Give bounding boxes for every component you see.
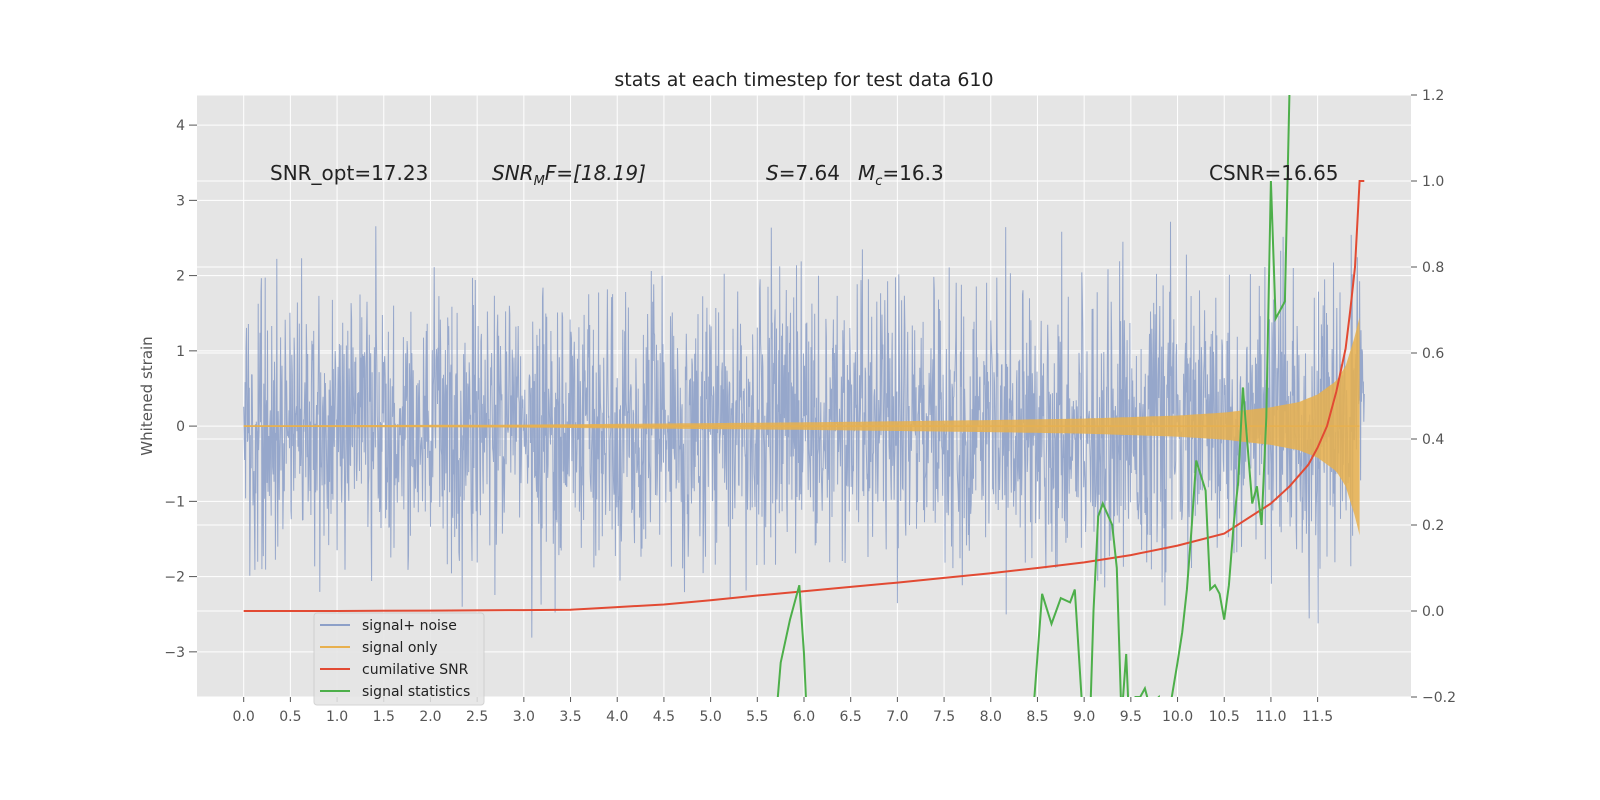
- s-rest: =7.64: [779, 161, 840, 185]
- y-right-tick-label-0: −0.2: [1422, 690, 1456, 706]
- legend: signal+ noise signal only cumilative SNR…: [313, 612, 485, 706]
- x-tick-label-9: 4.5: [653, 709, 675, 725]
- signal-noise-line: [243, 221, 1365, 638]
- x-tick-label-3: 1.5: [373, 709, 395, 725]
- plot-area: [243, 95, 1365, 697]
- x-tick-label-16: 8.0: [980, 709, 1002, 725]
- mc-rest: =16.3: [882, 161, 943, 185]
- x-tick-label-1: 0.5: [279, 709, 301, 725]
- y-axis-right: −0.2 0.0 0.2 0.4 0.6 0.8 1.0 1.2: [1411, 88, 1456, 706]
- x-tick-label-2: 1.0: [326, 709, 348, 725]
- annotation-snr-mf: SNRMF=[18.19]: [492, 161, 646, 189]
- y-right-tick-label-5: 0.8: [1422, 260, 1444, 276]
- y-axis-label: Whitened strain: [138, 336, 156, 455]
- x-tick-label-18: 9.0: [1073, 709, 1095, 725]
- y-axis-left: −3 −2 −1 0 1 2 3 4: [164, 118, 197, 661]
- x-tick-label-14: 7.0: [886, 709, 908, 725]
- s-var: S: [766, 161, 779, 185]
- annotation-mc: Mc=16.3: [858, 161, 944, 189]
- x-tick-label-12: 6.0: [793, 709, 815, 725]
- y-left-tick-label-4: 1: [176, 344, 185, 360]
- mc-var: M: [858, 161, 875, 185]
- x-tick-label-21: 10.5: [1209, 709, 1240, 725]
- y-right-tick-label-6: 1.0: [1422, 174, 1444, 190]
- cumulative-snr-line: [243, 180, 1365, 612]
- snr-mf-rest: F=[18.19]: [545, 161, 646, 185]
- x-tick-label-0: 0.0: [233, 709, 255, 725]
- y-left-tick-label-6: 3: [176, 193, 185, 209]
- y-left-tick-label-7: 4: [176, 118, 185, 134]
- legend-label-signal-only: signal only: [362, 640, 437, 656]
- legend-label-signal-noise: signal+ noise: [362, 618, 457, 634]
- x-tick-label-6: 3.0: [513, 709, 535, 725]
- x-tick-label-17: 8.5: [1026, 709, 1048, 725]
- annotations: SNR_opt=17.23 SNRMF=[18.19] S=7.64 Mc=16…: [270, 161, 1339, 189]
- mc-sub: c: [875, 174, 882, 189]
- x-tick-label-20: 10.0: [1162, 709, 1193, 725]
- x-tick-label-13: 6.5: [840, 709, 862, 725]
- legend-box: [313, 612, 485, 706]
- chart-title: stats at each timestep for test data 610: [614, 69, 993, 91]
- y-left-tick-label-2: −1: [164, 494, 185, 510]
- y-right-tick-label-4: 0.6: [1422, 346, 1444, 362]
- x-tick-label-22: 11.0: [1255, 709, 1286, 725]
- x-tick-label-8: 4.0: [606, 709, 628, 725]
- annotation-snr-opt: SNR_opt=17.23: [270, 161, 428, 185]
- x-tick-label-5: 2.5: [466, 709, 488, 725]
- x-tick-label-7: 3.5: [559, 709, 581, 725]
- x-tick-label-15: 7.5: [933, 709, 955, 725]
- y-left-tick-label-3: 0: [176, 419, 185, 435]
- snr-mf-main: SNR: [492, 161, 534, 185]
- snr-mf-sub: M: [534, 174, 545, 189]
- y-right-tick-label-2: 0.2: [1422, 518, 1444, 534]
- y-left-tick-label-0: −3: [164, 645, 185, 661]
- annotation-csnr: CSNR=16.65: [1209, 161, 1339, 185]
- annotation-s: S=7.64: [766, 161, 840, 185]
- x-tick-label-23: 11.5: [1302, 709, 1333, 725]
- y-right-tick-label-7: 1.2: [1422, 88, 1444, 104]
- y-right-tick-label-1: 0.0: [1422, 604, 1444, 620]
- legend-label-signal-statistics: signal statistics: [362, 684, 470, 700]
- signal-statistics-line: [776, 95, 1291, 697]
- legend-label-cumulative-snr: cumilative SNR: [362, 662, 469, 678]
- x-axis: 0.0 0.5 1.0 1.5 2.0 2.5 3.0 3.5 4.0 4.5 5.0 5.5 6.0 6…: [233, 697, 1333, 725]
- y-right-tick-label-3: 0.4: [1422, 432, 1444, 448]
- y-left-tick-label-5: 2: [176, 269, 185, 285]
- y-left-tick-label-1: −2: [164, 570, 185, 586]
- x-tick-label-10: 5.0: [699, 709, 721, 725]
- x-tick-label-11: 5.5: [746, 709, 768, 725]
- x-tick-label-4: 2.0: [419, 709, 441, 725]
- x-tick-label-19: 9.5: [1120, 709, 1142, 725]
